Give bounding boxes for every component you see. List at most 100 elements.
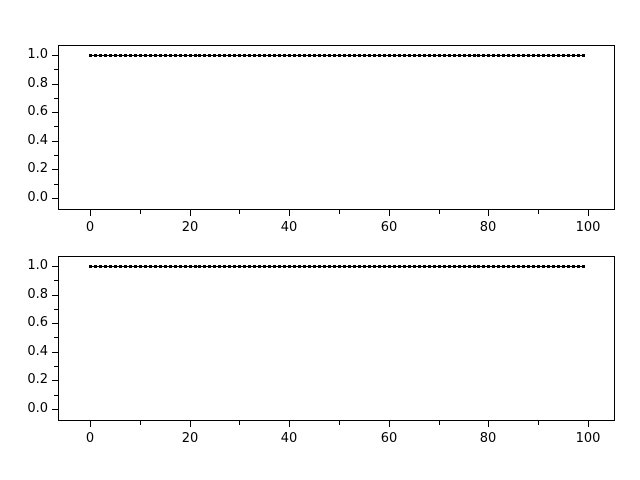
x-tick-label: 40 xyxy=(280,220,298,235)
data-marker xyxy=(313,265,316,268)
x-major-tick xyxy=(389,421,390,427)
data-marker xyxy=(243,54,246,57)
data-marker xyxy=(378,54,381,57)
y-tick-label: 0.8 xyxy=(27,76,48,91)
data-marker xyxy=(388,54,391,57)
data-marker xyxy=(492,54,495,57)
data-marker xyxy=(248,265,251,268)
data-marker xyxy=(448,265,451,268)
data-marker xyxy=(94,54,97,57)
data-marker xyxy=(164,54,167,57)
data-marker xyxy=(423,54,426,57)
data-marker xyxy=(149,54,152,57)
y-tick-label: 1.0 xyxy=(27,47,48,62)
data-marker xyxy=(582,54,585,57)
y-tick-label: 0.2 xyxy=(27,161,48,176)
x-tick-label: 20 xyxy=(181,220,199,235)
x-minor-tick xyxy=(439,210,440,214)
data-marker xyxy=(527,54,530,57)
data-marker xyxy=(303,54,306,57)
y-minor-tick xyxy=(54,309,58,310)
x-tick-label: 100 xyxy=(575,431,601,446)
x-tick-label: 20 xyxy=(181,431,199,446)
data-marker xyxy=(453,265,456,268)
y-major-tick xyxy=(52,295,58,296)
data-marker xyxy=(428,265,431,268)
x-minor-tick xyxy=(339,421,340,425)
data-marker xyxy=(198,265,201,268)
y-tick-label: 0.6 xyxy=(27,315,48,330)
y-minor-tick xyxy=(54,337,58,338)
data-marker xyxy=(278,54,281,57)
data-marker xyxy=(373,265,376,268)
data-marker xyxy=(473,265,476,268)
data-marker xyxy=(572,265,575,268)
plot-frame xyxy=(58,256,615,421)
x-major-tick xyxy=(289,210,290,216)
data-marker xyxy=(358,265,361,268)
x-tick-label: 0 xyxy=(85,431,95,446)
data-marker xyxy=(368,265,371,268)
data-marker xyxy=(298,54,301,57)
data-marker xyxy=(388,265,391,268)
y-tick-label: 0.8 xyxy=(27,287,48,302)
data-marker xyxy=(134,265,137,268)
data-marker xyxy=(109,54,112,57)
x-minor-tick xyxy=(339,210,340,214)
data-marker xyxy=(223,265,226,268)
data-marker xyxy=(577,265,580,268)
data-marker xyxy=(368,54,371,57)
x-tick-label: 60 xyxy=(380,431,398,446)
x-tick-label: 80 xyxy=(479,220,497,235)
data-marker xyxy=(104,54,107,57)
data-marker xyxy=(567,54,570,57)
data-marker xyxy=(293,54,296,57)
data-marker xyxy=(303,265,306,268)
data-marker xyxy=(328,54,331,57)
data-marker xyxy=(273,54,276,57)
data-marker xyxy=(418,265,421,268)
data-marker xyxy=(482,54,485,57)
data-marker xyxy=(184,265,187,268)
data-marker xyxy=(468,54,471,57)
data-marker xyxy=(378,265,381,268)
data-marker xyxy=(119,54,122,57)
y-minor-tick xyxy=(54,184,58,185)
x-major-tick xyxy=(90,421,91,427)
data-marker xyxy=(463,265,466,268)
data-marker xyxy=(393,265,396,268)
data-marker xyxy=(487,54,490,57)
data-marker xyxy=(228,54,231,57)
data-marker xyxy=(473,54,476,57)
data-marker xyxy=(507,54,510,57)
data-line xyxy=(90,55,583,56)
data-marker xyxy=(328,265,331,268)
data-marker xyxy=(373,54,376,57)
data-marker xyxy=(124,265,127,268)
data-marker xyxy=(213,265,216,268)
data-marker xyxy=(562,54,565,57)
y-major-tick xyxy=(52,84,58,85)
data-marker xyxy=(288,265,291,268)
y-major-tick xyxy=(52,141,58,142)
y-tick-label: 0.4 xyxy=(27,133,48,148)
data-marker xyxy=(423,265,426,268)
data-marker xyxy=(89,265,92,268)
x-major-tick xyxy=(190,210,191,216)
data-marker xyxy=(94,265,97,268)
x-minor-tick xyxy=(140,421,141,425)
y-minor-tick xyxy=(54,69,58,70)
data-marker xyxy=(218,265,221,268)
data-marker xyxy=(208,54,211,57)
data-marker xyxy=(169,265,172,268)
y-minor-tick xyxy=(54,98,58,99)
data-marker xyxy=(418,54,421,57)
data-marker xyxy=(547,54,550,57)
data-marker xyxy=(512,54,515,57)
data-marker xyxy=(223,54,226,57)
data-marker xyxy=(343,54,346,57)
x-minor-tick xyxy=(538,210,539,214)
data-marker xyxy=(572,54,575,57)
